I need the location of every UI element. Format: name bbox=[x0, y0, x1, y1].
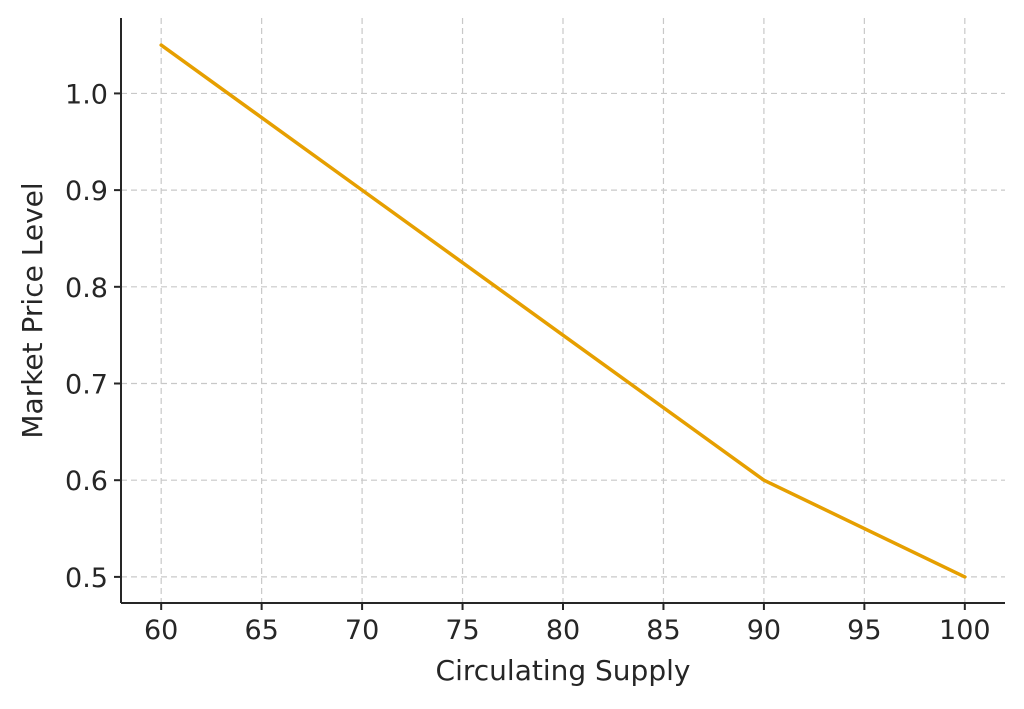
y-tick-label: 0.6 bbox=[65, 466, 108, 497]
series-line bbox=[159, 43, 967, 579]
x-tick-label: 80 bbox=[546, 615, 580, 646]
y-tick-label: 1.0 bbox=[65, 79, 108, 110]
x-tick-label: 65 bbox=[244, 615, 278, 646]
series-layer bbox=[159, 43, 967, 579]
ticks: 60 65 70 75 80 85 90 95 100 0.5 0.6 0.7 0.8 0.9 1.0 bbox=[65, 79, 991, 646]
y-tick-label: 0.8 bbox=[65, 273, 108, 304]
x-tick-label: 60 bbox=[144, 615, 178, 646]
y-tick-label: 0.5 bbox=[65, 563, 108, 594]
x-axis-title: Circulating Supply bbox=[436, 654, 691, 687]
x-tick-label: 70 bbox=[345, 615, 379, 646]
x-tick-label: 95 bbox=[847, 615, 881, 646]
x-tick-label: 75 bbox=[445, 615, 479, 646]
grid bbox=[121, 18, 1005, 603]
y-axis-title: Market Price Level bbox=[16, 182, 49, 438]
y-tick-label: 0.9 bbox=[65, 176, 108, 207]
x-tick-label: 100 bbox=[939, 615, 991, 646]
x-tick-label: 90 bbox=[747, 615, 781, 646]
x-tick-label: 85 bbox=[646, 615, 680, 646]
y-tick-label: 0.7 bbox=[65, 370, 108, 401]
